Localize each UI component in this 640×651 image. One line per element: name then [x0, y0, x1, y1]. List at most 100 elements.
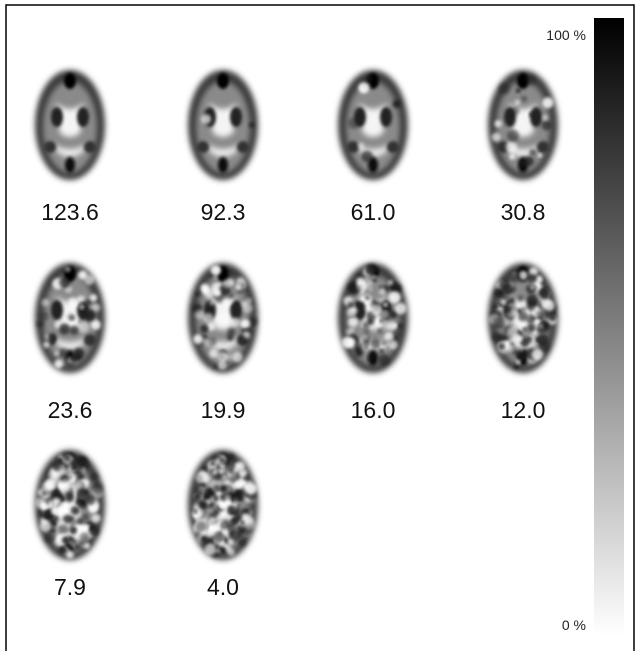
noise-speck	[542, 97, 553, 108]
noise-speck	[73, 508, 78, 513]
noise-speck	[75, 545, 80, 550]
noise-speck	[355, 342, 363, 350]
noise-speck	[210, 266, 219, 275]
brain-slice	[35, 70, 105, 180]
noise-speck	[79, 305, 84, 310]
noise-speck	[70, 527, 77, 534]
noise-speck	[222, 475, 228, 481]
noise-speck	[517, 336, 522, 341]
noise-speck	[233, 492, 243, 502]
noise-speck	[516, 88, 521, 93]
noise-speck	[543, 322, 549, 328]
noise-speck	[388, 280, 393, 285]
colorbar-min-label: 0 %	[562, 617, 586, 633]
noise-speck	[57, 518, 64, 525]
noise-speck	[342, 337, 354, 349]
noise-speck	[364, 328, 370, 334]
noise-speck	[214, 544, 219, 549]
panel-label: 61.0	[351, 199, 396, 225]
brain-image	[188, 450, 258, 560]
noise-speck	[388, 340, 397, 349]
noise-speck	[228, 271, 234, 277]
noise-speck	[42, 482, 52, 492]
brain-image	[35, 70, 105, 180]
noise-speck	[227, 328, 235, 336]
noise-speck	[41, 299, 49, 307]
noise-speck	[542, 115, 548, 121]
noise-speck	[379, 288, 386, 295]
noise-speck	[219, 512, 224, 517]
noise-speck	[229, 293, 234, 298]
noise-speck	[199, 471, 205, 477]
noise-speck	[229, 531, 235, 537]
noise-speck	[529, 149, 536, 156]
noise-speck	[501, 300, 506, 305]
noise-speck	[213, 495, 220, 502]
noise-speck	[511, 107, 520, 116]
noise-speck	[223, 529, 227, 533]
noise-speck	[493, 304, 499, 310]
noise-speck	[78, 270, 87, 279]
noise-speck	[238, 539, 246, 547]
noise-speck	[214, 290, 221, 297]
noise-speck	[195, 310, 204, 319]
noise-speck	[495, 120, 502, 127]
noise-speck	[72, 458, 84, 470]
noise-speck	[224, 353, 232, 361]
noise-speck	[205, 494, 210, 499]
noise-speck	[203, 313, 213, 323]
noise-speck	[199, 501, 207, 509]
noise-speck	[213, 532, 224, 543]
noise-speck	[347, 302, 354, 309]
noise-speck	[52, 474, 59, 481]
noise-speck	[230, 317, 240, 327]
noise-speck	[200, 284, 209, 293]
brain-image	[488, 263, 558, 373]
noise-speck	[365, 264, 377, 276]
noise-speck	[536, 311, 544, 319]
noise-speck	[65, 267, 71, 273]
noise-speck	[219, 469, 224, 474]
noise-speck	[52, 463, 60, 471]
noise-speck	[375, 276, 379, 280]
noise-speck	[232, 352, 243, 363]
noise-speck	[393, 100, 401, 108]
noise-speck	[358, 82, 369, 93]
noise-speck	[193, 509, 197, 513]
noise-speck	[234, 481, 242, 489]
noise-speck	[66, 551, 74, 559]
noise-speck	[356, 301, 365, 310]
noise-speck	[542, 120, 552, 130]
noise-speck	[230, 472, 240, 482]
panel-label: 16.0	[351, 397, 396, 423]
page: 100 % 0 % 123.692.361.030.823.619.916.01…	[0, 0, 640, 651]
noise-speck	[55, 351, 60, 356]
figure: 100 % 0 % 123.692.361.030.823.619.916.01…	[0, 0, 640, 651]
noise-speck	[348, 118, 359, 129]
panel-label: 12.0	[501, 397, 546, 423]
noise-speck	[524, 156, 534, 166]
noise-speck	[348, 284, 356, 292]
noise-speck	[529, 112, 533, 116]
noise-speck	[236, 277, 244, 285]
brain-image	[488, 70, 558, 180]
noise-speck	[390, 291, 401, 302]
noise-speck	[366, 75, 372, 81]
colorbar-max-label: 100 %	[546, 27, 586, 43]
panel-label: 123.6	[41, 199, 99, 225]
noise-speck	[346, 329, 352, 335]
noise-speck	[505, 305, 512, 312]
noise-speck	[512, 310, 518, 316]
colorbar	[594, 18, 624, 636]
noise-speck	[530, 285, 535, 290]
noise-speck	[220, 458, 228, 466]
noise-speck	[498, 343, 505, 350]
noise-speck	[54, 360, 63, 369]
noise-speck	[58, 546, 67, 555]
noise-speck	[367, 357, 371, 361]
noise-speck	[200, 325, 209, 334]
brain-image	[188, 263, 258, 373]
panel-label: 23.6	[48, 397, 93, 423]
noise-speck	[395, 303, 407, 315]
noise-speck	[364, 345, 368, 349]
